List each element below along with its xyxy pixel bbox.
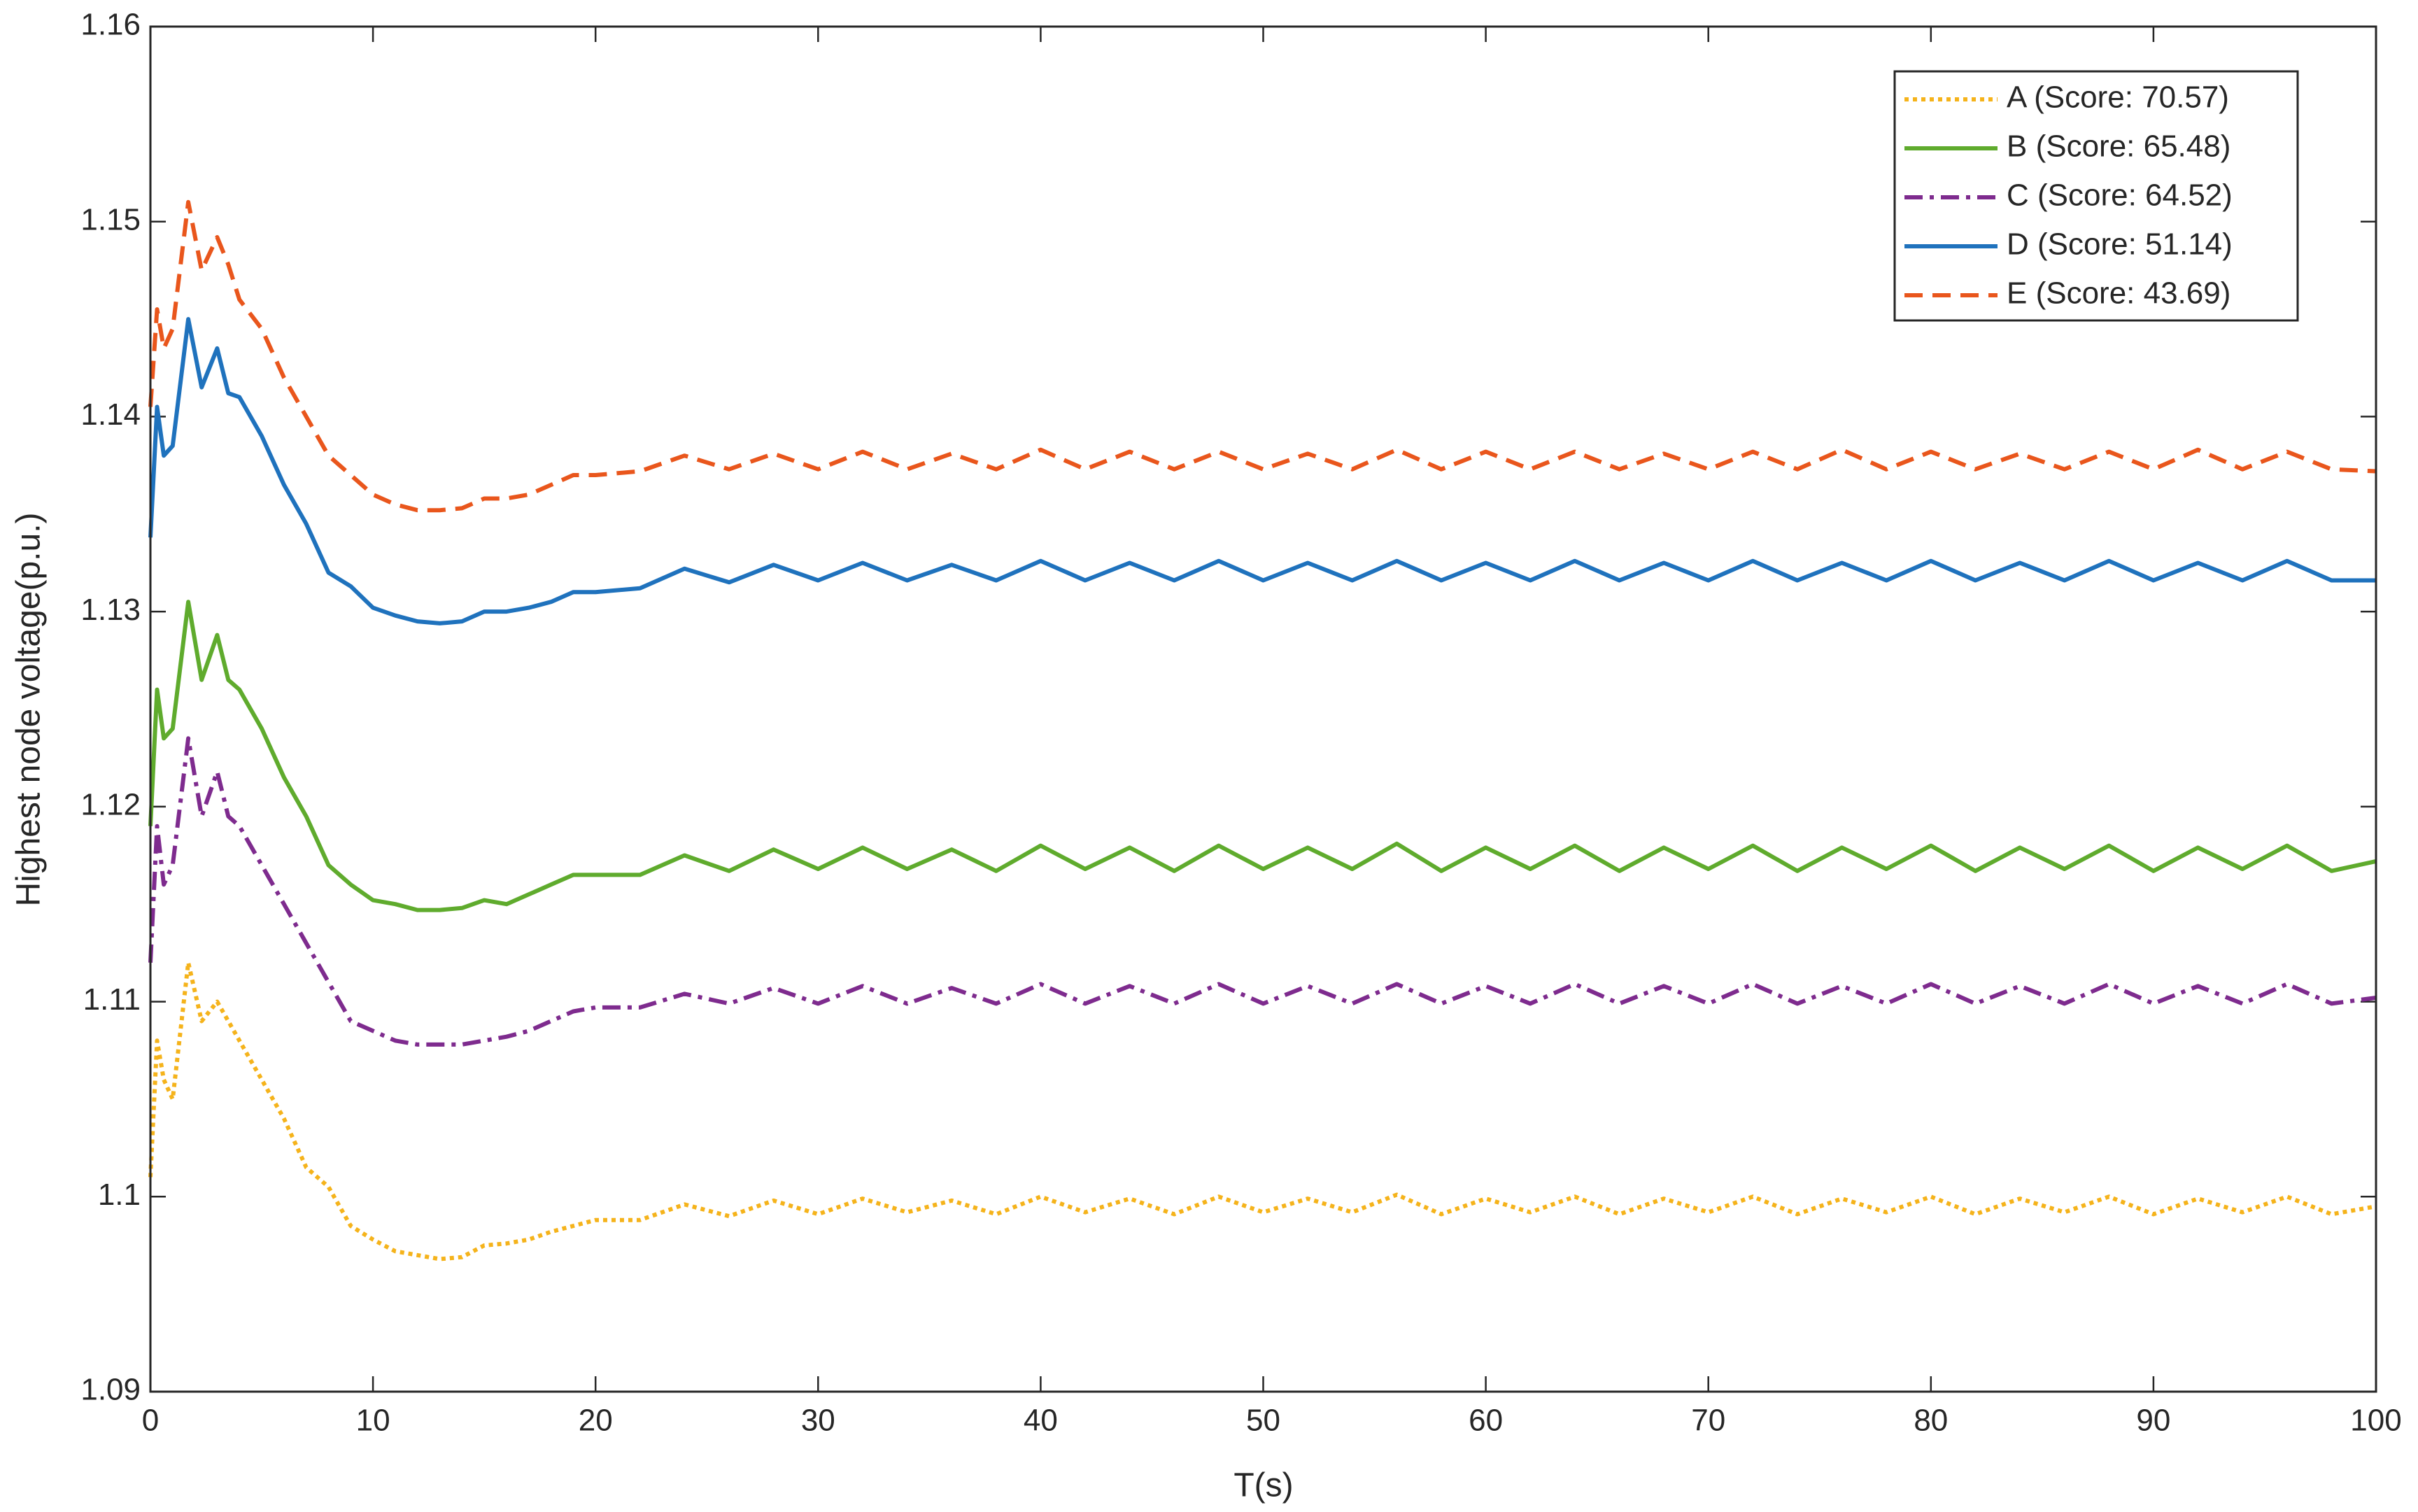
series-line	[148, 736, 2377, 1047]
y-tick-label: 1.15	[80, 202, 141, 236]
x-tick-label: 70	[1691, 1404, 1725, 1438]
y-tick-label: 1.14	[80, 397, 141, 432]
y-tick-label: 1.13	[80, 593, 141, 627]
x-tick-label: 60	[1469, 1404, 1503, 1438]
legend-label: A (Score: 70.57)	[2007, 80, 2229, 115]
x-tick-label: 100	[2350, 1404, 2401, 1438]
x-tick-label: 80	[1914, 1404, 1948, 1438]
x-tick-label: 90	[2136, 1404, 2170, 1438]
x-axis-label: T(s)	[1233, 1467, 1293, 1504]
legend-box	[1893, 70, 2299, 322]
y-tick-label: 1.09	[80, 1373, 141, 1407]
x-tick-label: 40	[1024, 1404, 1058, 1438]
y-axis-label: Highest node voltage(p.u.)	[10, 512, 48, 906]
legend-label: D (Score: 51.14)	[2007, 227, 2233, 262]
y-tick-label: 1.12	[80, 787, 141, 821]
series-line	[148, 317, 2376, 626]
legend-label: E (Score: 43.69)	[2007, 276, 2230, 311]
y-tick-label: 1.1	[98, 1178, 141, 1212]
x-tick-label: 20	[579, 1404, 613, 1438]
y-tick-label: 1.16	[80, 8, 141, 42]
x-tick-label: 30	[801, 1404, 835, 1438]
x-tick-label: 50	[1246, 1404, 1280, 1438]
y-tick-label: 1.11	[83, 982, 141, 1017]
series-line	[148, 960, 2377, 1262]
x-tick-label: 10	[356, 1404, 390, 1438]
legend-label: B (Score: 65.48)	[2007, 129, 2230, 164]
legend-label: C (Score: 64.52)	[2007, 178, 2233, 213]
series-line	[148, 600, 2377, 912]
x-tick-label: 0	[142, 1404, 159, 1438]
series-line	[148, 199, 2377, 513]
axes-box	[149, 25, 2377, 1393]
